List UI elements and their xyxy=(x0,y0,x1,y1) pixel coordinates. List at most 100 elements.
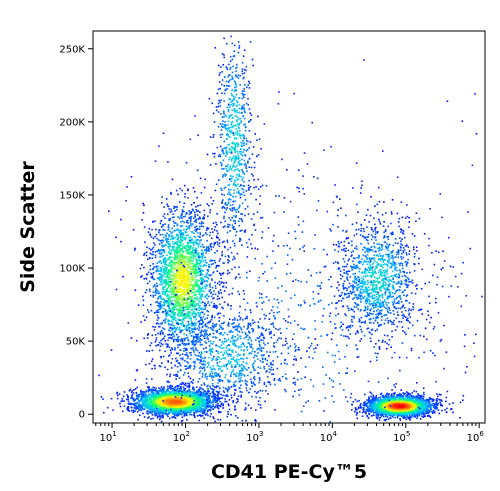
data-point xyxy=(137,406,140,408)
data-point xyxy=(380,399,383,402)
data-point xyxy=(405,406,408,409)
data-point xyxy=(396,403,398,405)
data-point xyxy=(152,417,154,420)
data-point xyxy=(179,383,182,385)
data-point xyxy=(384,411,387,413)
data-point xyxy=(424,402,426,405)
data-point xyxy=(161,398,163,400)
data-point xyxy=(367,406,369,409)
data-point xyxy=(414,407,416,409)
data-point xyxy=(141,401,143,403)
data-point xyxy=(176,411,178,414)
data-point xyxy=(216,399,219,402)
data-point xyxy=(374,405,377,408)
data-point xyxy=(410,410,412,412)
data-point xyxy=(396,396,399,398)
data-point xyxy=(413,415,416,418)
data-point xyxy=(378,400,381,402)
data-point xyxy=(174,405,176,407)
data-point xyxy=(212,399,214,401)
data-point xyxy=(132,399,135,401)
data-point xyxy=(377,406,379,408)
data-point xyxy=(158,412,160,414)
data-point xyxy=(426,412,428,415)
data-point xyxy=(165,390,168,393)
data-point xyxy=(129,388,131,391)
data-point xyxy=(387,409,389,411)
data-point xyxy=(397,401,400,404)
data-point xyxy=(403,416,406,418)
data-point xyxy=(149,408,151,411)
data-point xyxy=(234,392,236,395)
data-point xyxy=(365,411,367,414)
data-point xyxy=(406,393,409,396)
data-point xyxy=(160,397,162,399)
data-point xyxy=(134,398,136,401)
data-point xyxy=(142,405,145,407)
data-point xyxy=(175,321,178,324)
data-point xyxy=(201,398,203,400)
data-point xyxy=(435,407,438,410)
data-point xyxy=(376,417,378,420)
data-point xyxy=(156,413,158,415)
data-point xyxy=(198,403,201,405)
data-point xyxy=(197,398,200,401)
data-point xyxy=(401,415,404,417)
data-point xyxy=(156,415,159,418)
data-point xyxy=(180,407,183,410)
data-point xyxy=(403,406,406,408)
data-point xyxy=(160,420,163,423)
data-point xyxy=(116,397,119,400)
data-point xyxy=(209,415,212,418)
data-point xyxy=(426,399,428,401)
data-point xyxy=(166,388,168,391)
data-point xyxy=(211,401,213,404)
data-point xyxy=(418,397,421,399)
data-point xyxy=(422,403,425,406)
data-point xyxy=(130,406,133,408)
data-point xyxy=(413,404,416,407)
data-point xyxy=(188,397,191,399)
data-point xyxy=(391,393,393,395)
data-point xyxy=(219,404,222,407)
data-point xyxy=(148,389,151,391)
data-point xyxy=(192,393,195,395)
data-point xyxy=(411,410,413,413)
data-point xyxy=(177,403,179,406)
data-point xyxy=(179,397,182,400)
data-point xyxy=(167,412,169,415)
data-point xyxy=(379,411,381,414)
data-point xyxy=(420,396,422,399)
data-point xyxy=(385,395,387,398)
data-points xyxy=(98,35,483,423)
data-point xyxy=(398,413,401,416)
data-point xyxy=(179,408,182,410)
data-point xyxy=(428,399,430,401)
data-point xyxy=(163,394,166,396)
data-point xyxy=(158,415,160,418)
data-point xyxy=(437,409,440,411)
data-point xyxy=(202,398,205,401)
data-point xyxy=(131,402,133,405)
data-point xyxy=(151,406,153,409)
data-point xyxy=(171,400,174,403)
data-point xyxy=(137,407,140,410)
data-point xyxy=(196,400,199,403)
data-point xyxy=(186,394,189,397)
data-point xyxy=(156,390,158,392)
data-point xyxy=(194,408,196,410)
data-point xyxy=(428,404,430,406)
data-point xyxy=(388,402,391,405)
data-point xyxy=(406,395,408,397)
data-point xyxy=(410,403,412,406)
data-point xyxy=(193,411,195,414)
data-point xyxy=(155,395,158,398)
data-point xyxy=(382,396,384,398)
data-point xyxy=(153,412,156,415)
data-point xyxy=(417,408,420,411)
data-point xyxy=(432,398,435,401)
data-point xyxy=(232,400,235,402)
data-point xyxy=(363,402,365,404)
data-point xyxy=(160,399,163,402)
